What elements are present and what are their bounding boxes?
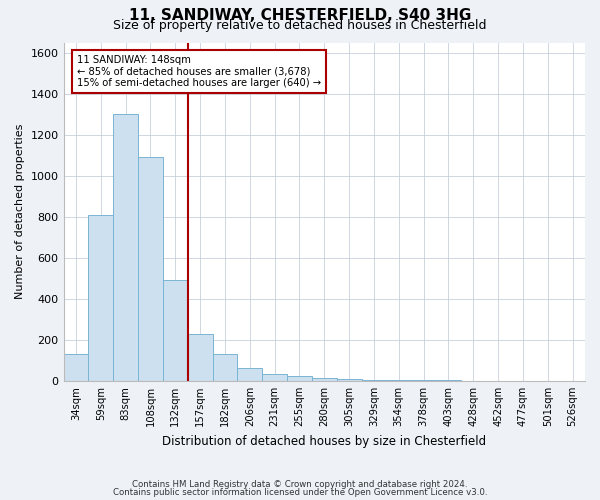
Y-axis label: Number of detached properties: Number of detached properties [15,124,25,300]
Bar [88,215,113,381]
Bar [138,158,163,381]
Text: Contains HM Land Registry data © Crown copyright and database right 2024.: Contains HM Land Registry data © Crown c… [132,480,468,489]
X-axis label: Distribution of detached houses by size in Chesterfield: Distribution of detached houses by size … [162,434,487,448]
Text: 11, SANDIWAY, CHESTERFIELD, S40 3HG: 11, SANDIWAY, CHESTERFIELD, S40 3HG [129,8,471,22]
Text: 11 SANDIWAY: 148sqm
← 85% of detached houses are smaller (3,678)
15% of semi-det: 11 SANDIWAY: 148sqm ← 85% of detached ho… [77,55,322,88]
Bar [411,380,436,381]
Bar [436,380,461,381]
Bar [238,368,262,381]
Bar [113,114,138,381]
Bar [287,376,312,381]
Bar [64,354,88,381]
Bar [163,280,188,381]
Bar [386,380,411,381]
Text: Contains public sector information licensed under the Open Government Licence v3: Contains public sector information licen… [113,488,487,497]
Bar [337,379,362,381]
Bar [362,380,386,381]
Bar [188,334,212,381]
Bar [212,354,238,381]
Bar [312,378,337,381]
Bar [262,374,287,381]
Text: Size of property relative to detached houses in Chesterfield: Size of property relative to detached ho… [113,18,487,32]
